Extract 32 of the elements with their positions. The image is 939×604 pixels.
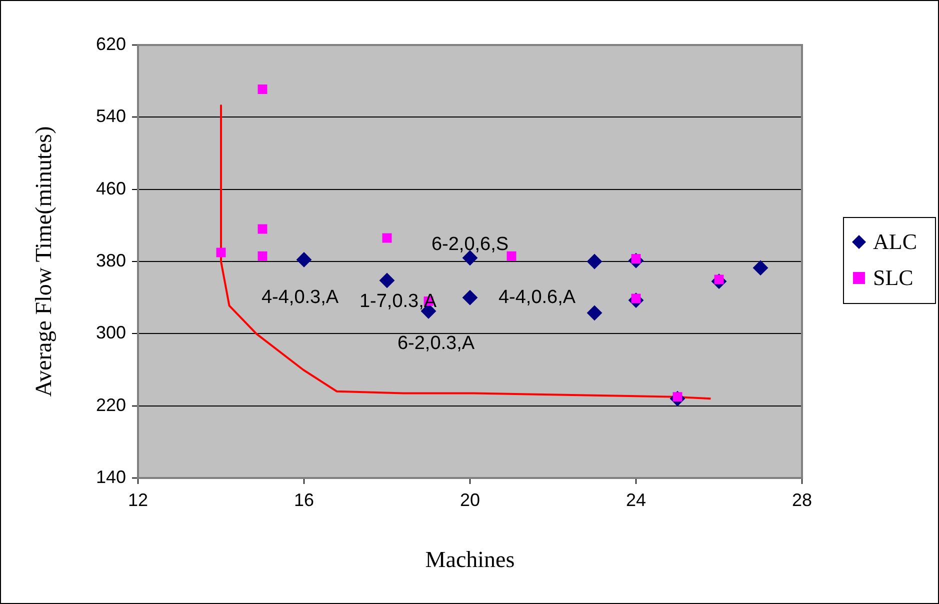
y-tick-label: 460 <box>96 178 126 198</box>
legend-label: ALC <box>873 228 917 254</box>
x-tick-label: 12 <box>128 490 148 510</box>
point <box>382 233 392 243</box>
y-tick-label: 220 <box>96 394 126 415</box>
y-tick-label: 140 <box>96 466 126 487</box>
point <box>258 84 268 94</box>
annotation: 4-4,0.6,A <box>498 287 576 308</box>
y-tick-label: 620 <box>96 34 126 54</box>
x-axis-title: Machines <box>425 547 515 572</box>
y-axis-title: Average Flow Time(minutes) <box>30 126 56 397</box>
x-tick-label: 20 <box>460 490 480 510</box>
x-tick-label: 24 <box>626 490 646 510</box>
x-tick-label: 16 <box>294 490 314 510</box>
y-tick-label: 540 <box>96 106 126 126</box>
annotation: 6-2,0,6,S <box>431 234 509 256</box>
point <box>258 224 268 234</box>
legend-label: SLC <box>873 264 914 290</box>
point <box>380 272 394 288</box>
annotation: 4-4,0.3,A <box>261 287 339 308</box>
point <box>216 248 226 258</box>
point <box>258 251 268 261</box>
point <box>753 260 768 276</box>
point <box>587 305 602 320</box>
y-tick-label: 380 <box>96 250 126 270</box>
y-tick-label: 300 <box>96 322 126 343</box>
annotation: 6-2,0.3,A <box>397 333 475 354</box>
point <box>296 252 312 268</box>
point <box>506 251 516 261</box>
point <box>462 290 478 306</box>
x-tick-label: 28 <box>792 490 812 510</box>
point <box>587 254 602 269</box>
